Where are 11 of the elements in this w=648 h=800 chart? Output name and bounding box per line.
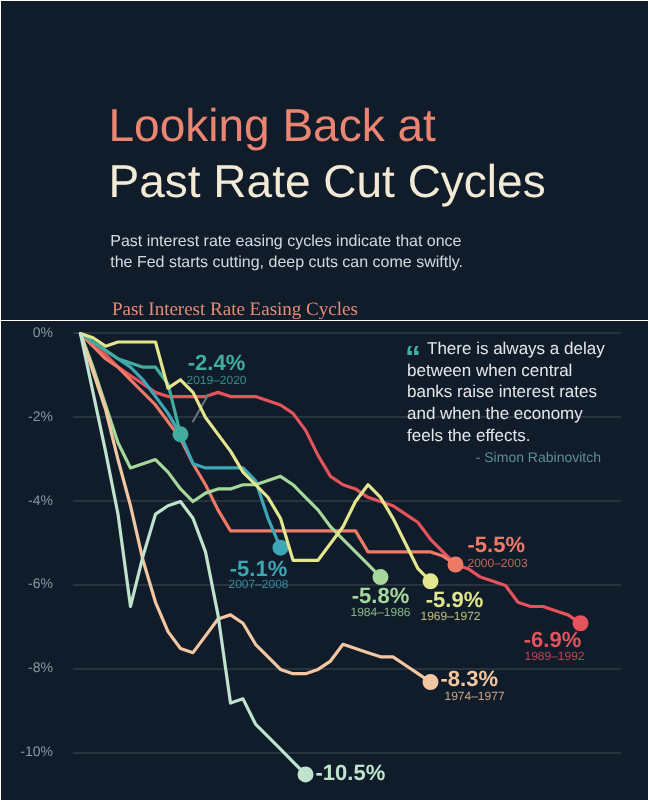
data-label: -5.9%: [425, 589, 484, 614]
data-label: -2.4%: [187, 352, 246, 377]
data-label: -5.8%: [351, 585, 410, 610]
annotation: Past Interest Rate Easing Cycles: [111, 301, 359, 321]
data-label: -8.3%: [440, 668, 499, 693]
data-label: -6.9%: [523, 629, 582, 654]
data-label: -5.5%: [467, 534, 526, 559]
chart-subtitle: Past interest rate easing cycles indicate that once the Fed starts cutting, deep cuts can come swiftly.: [110, 232, 463, 271]
chart-title: Looking Back at Past Rate Cut Cycles: [108, 99, 546, 207]
data-label: -5.1%: [229, 557, 288, 582]
data-label: -10.5%: [315, 762, 386, 787]
